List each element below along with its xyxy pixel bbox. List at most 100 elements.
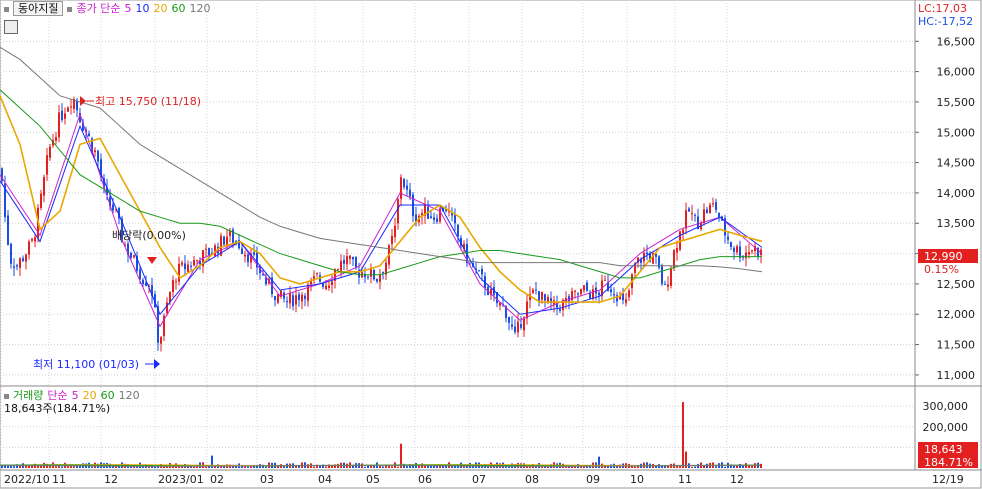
candle-body (637, 257, 639, 263)
candle-body (274, 296, 276, 301)
candle-body (10, 243, 12, 264)
vol-period-120: 120 (118, 389, 140, 402)
candle-body (226, 236, 228, 246)
candle-body (157, 305, 159, 343)
chart-menu-button[interactable] (4, 20, 18, 34)
candle-body (730, 242, 732, 247)
candle-body (622, 293, 624, 301)
candle-body (193, 260, 195, 266)
candle-body (169, 292, 171, 303)
candle-body (583, 285, 585, 291)
candle-body (307, 284, 309, 301)
candle-body (256, 252, 258, 268)
candle-body (385, 262, 387, 275)
volume-bar (388, 464, 390, 468)
volume-bar (331, 464, 333, 468)
price-legend: 동아지질 종가 단순 5 10 20 60 120 (4, 1, 214, 17)
candle-body (727, 236, 729, 240)
candle-body (586, 282, 588, 291)
candle-body (508, 316, 510, 323)
volume-bar (463, 465, 465, 468)
candle-body (262, 273, 264, 276)
volume-bar (283, 466, 285, 468)
candle-body (751, 250, 753, 252)
volume-bar (406, 466, 408, 468)
ticker-name[interactable]: 동아지질 (13, 1, 64, 16)
volume-bar (736, 465, 738, 468)
candle-body (61, 110, 63, 120)
candle-body (22, 258, 24, 261)
volume-bar (37, 464, 39, 468)
candle-body (433, 217, 435, 220)
candle-body (208, 248, 210, 256)
period-120: 120 (189, 2, 211, 15)
volume-bar (667, 465, 669, 468)
candle-body (100, 159, 102, 178)
candle-body (658, 256, 660, 268)
candle-body (331, 281, 333, 286)
candle-body (160, 337, 162, 344)
candle-body (244, 254, 246, 257)
candle-body (142, 279, 144, 285)
time-tick-label: 02 (210, 473, 224, 486)
candle-body (376, 278, 378, 282)
volume-bar (427, 464, 429, 468)
volume-bar (13, 466, 15, 468)
candle-body (595, 287, 597, 294)
candle-body (211, 252, 213, 254)
candle-body (439, 208, 441, 222)
candle-body (370, 267, 372, 277)
volume-bar (631, 465, 633, 468)
volume-bar (466, 465, 468, 468)
time-tick-label: 11 (678, 473, 692, 486)
volume-bar (277, 465, 279, 468)
candle-body (253, 252, 255, 255)
volume-bar (319, 465, 321, 468)
candle-body (406, 185, 408, 190)
candle-body (517, 321, 519, 333)
candle-body (403, 179, 405, 188)
volume-bar (400, 443, 402, 468)
candle-body (241, 248, 243, 254)
time-tick-label: 12 (104, 473, 118, 486)
candle-body (628, 290, 630, 298)
candle-body (343, 259, 345, 264)
candle-body (340, 260, 342, 271)
volume-bar (325, 466, 327, 468)
volume-bar (529, 466, 531, 468)
candle-body (220, 235, 222, 256)
candle-body (520, 324, 522, 328)
candle-body (652, 253, 654, 264)
legend-marker-icon (4, 393, 9, 399)
candle-body (184, 263, 186, 270)
volume-bar (196, 466, 198, 468)
volume-bar (181, 466, 183, 468)
volume-bar (412, 464, 414, 468)
candle-body (328, 285, 330, 289)
candle-body (670, 269, 672, 286)
volume-bar (664, 465, 666, 468)
volume-bar (730, 464, 732, 468)
candle-body (58, 112, 60, 138)
volume-bar (73, 466, 75, 468)
candle-body (424, 204, 426, 216)
candle-body (754, 246, 756, 252)
candle-body (391, 235, 393, 244)
time-tick-label: 03 (260, 473, 274, 486)
price-tick-label: 15,000 (937, 126, 976, 139)
volume-bar (598, 456, 600, 468)
candle-body (694, 214, 696, 216)
candle-body (745, 252, 747, 259)
candle-body (475, 268, 477, 270)
candle-body (67, 107, 69, 112)
candle-body (91, 138, 93, 152)
candle-body (277, 294, 279, 303)
low-arrow-icon (154, 359, 160, 369)
candle-body (109, 197, 111, 206)
candle-body (103, 178, 105, 188)
volume-bar (244, 465, 246, 468)
ex-dividend-annotation: 배당락(0.00%) (112, 229, 186, 242)
volume-bar (16, 464, 18, 468)
